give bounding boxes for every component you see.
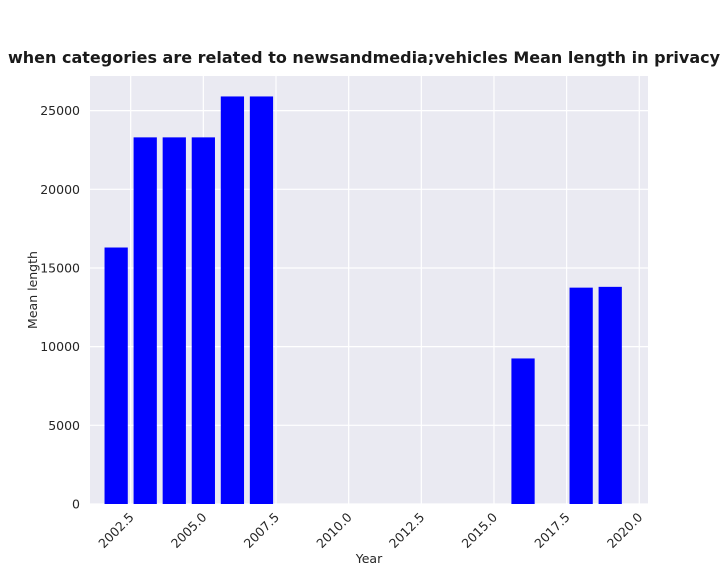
- y-tick-label: 15000: [40, 260, 80, 275]
- bar-2005: [191, 137, 215, 504]
- bar-2019: [598, 286, 622, 504]
- y-tick-label: 20000: [40, 182, 80, 197]
- y-tick-label: 0: [72, 497, 80, 512]
- y-tick-label: 25000: [40, 103, 80, 118]
- bar-2004: [162, 137, 186, 504]
- bar-2006: [220, 96, 245, 505]
- y-axis-ticks: 0 5000 10000 15000 20000 25000: [40, 103, 80, 511]
- y-axis-label: Mean length: [25, 251, 40, 329]
- x-tick-label: 2002.5: [95, 510, 137, 552]
- x-tick-label: 2007.5: [241, 510, 283, 552]
- x-tick-label: 2005.0: [168, 509, 210, 551]
- x-tick-label: 2020.0: [604, 509, 646, 551]
- x-tick-label: 2012.5: [386, 510, 428, 552]
- x-axis-label: Year: [355, 551, 383, 566]
- bar-2018: [569, 287, 593, 504]
- bars: [104, 96, 622, 505]
- chart-title: when categories are related to newsandme…: [8, 48, 720, 67]
- x-tick-label: 2017.5: [531, 510, 573, 552]
- y-tick-label: 10000: [40, 339, 80, 354]
- bar-2002: [104, 247, 128, 504]
- x-tick-label: 2015.0: [459, 509, 501, 551]
- bar-2016: [511, 358, 535, 504]
- x-tick-label: 2010.0: [313, 509, 355, 551]
- bar-2003: [133, 137, 157, 504]
- bar-2007: [249, 96, 274, 505]
- x-axis-ticks: 2002.5 2005.0 2007.5 2010.0 2012.5 2015.0 2017…: [95, 509, 645, 551]
- y-tick-label: 5000: [48, 418, 80, 433]
